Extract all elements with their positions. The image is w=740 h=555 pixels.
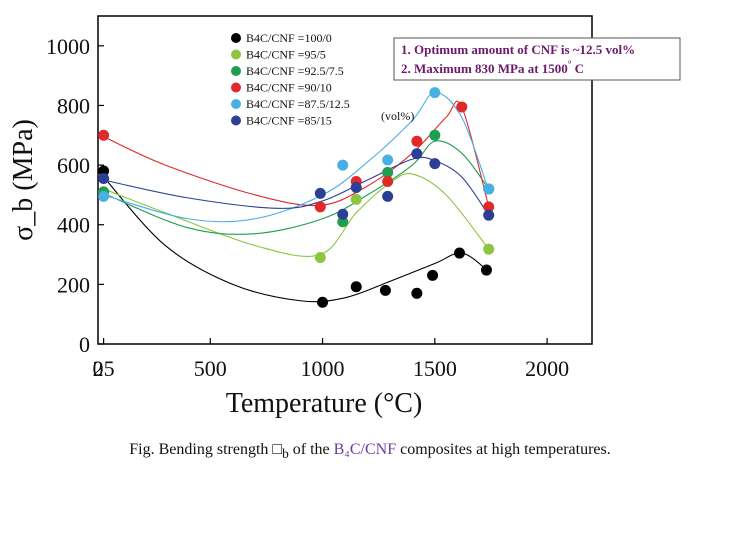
- caption-of-the: of the: [288, 441, 334, 458]
- data-point: [411, 135, 423, 147]
- note-line-2-unit: C: [571, 61, 584, 76]
- fit-curve: [103, 140, 490, 235]
- y-tick-label: 1000: [46, 34, 90, 59]
- x-axis-title: Temperature (°C): [226, 388, 423, 419]
- legend-marker: [231, 82, 241, 93]
- data-point: [337, 159, 349, 171]
- note-line-2: 2. Maximum 830 MPa at 1500° C: [401, 59, 584, 76]
- note-line-2-main: 2. Maximum 830 MPa at 1500: [401, 61, 568, 76]
- x-tick-label: 1000: [301, 356, 345, 381]
- x-tick-label: 0: [93, 356, 104, 381]
- data-point: [429, 87, 441, 99]
- x-tick-label: 500: [194, 356, 227, 381]
- x-axis-ticks: 025 500 1000 1500 2000: [93, 338, 569, 381]
- data-point: [483, 183, 495, 195]
- legend-marker: [231, 66, 241, 76]
- data-point: [317, 296, 329, 308]
- data-points: [98, 87, 495, 308]
- caption-subscript: b: [282, 446, 289, 462]
- data-point: [411, 148, 423, 160]
- y-axis-ticks: 0 200 400 600 800 1000: [46, 34, 104, 357]
- data-point: [483, 201, 495, 213]
- data-point: [456, 101, 468, 113]
- x-tick-label: 1500: [413, 356, 457, 381]
- caption-material: B₄C/CNF: [333, 441, 397, 458]
- data-point: [454, 247, 466, 259]
- data-point: [411, 287, 423, 299]
- data-point: [382, 175, 394, 187]
- legend-marker: [231, 33, 241, 43]
- caption-suffix: composites at high temperatures.: [396, 441, 611, 458]
- y-tick-label: 800: [57, 93, 90, 118]
- data-point: [98, 173, 110, 185]
- fit-curve: [103, 176, 487, 303]
- legend-label: B4C/CNF =95/5: [246, 48, 326, 62]
- data-point: [480, 264, 492, 276]
- legend-marker: [231, 115, 241, 126]
- data-point: [382, 167, 394, 179]
- data-point: [350, 281, 362, 293]
- data-point: [314, 201, 326, 213]
- data-point: [98, 190, 110, 202]
- data-point: [382, 190, 394, 202]
- unit-note: (vol%): [381, 109, 414, 123]
- data-point: [483, 243, 495, 255]
- y-tick-label: 0: [79, 332, 90, 357]
- caption-prefix: Fig. Bending strength: [129, 441, 273, 458]
- legend-marker: [231, 49, 241, 60]
- data-point: [350, 193, 362, 205]
- x-tick-label: 25: [93, 356, 115, 381]
- legend-label: B4C/CNF =85/15: [246, 114, 332, 128]
- data-point: [379, 284, 391, 296]
- fit-curve: [103, 156, 490, 216]
- data-point: [350, 181, 362, 193]
- plot-frame: [97, 15, 593, 345]
- y-tick-label: 600: [57, 153, 90, 178]
- fit-curve: [103, 92, 490, 223]
- y-tick-label: 200: [57, 272, 90, 297]
- data-point: [483, 209, 495, 221]
- data-point: [382, 154, 394, 166]
- data-point: [429, 129, 441, 141]
- legend: B4C/CNF =100/0 B4C/CNF =95/5 B4C/CNF =92.5…: [231, 31, 350, 128]
- legend-label: B4C/CNF =87.5/12.5: [246, 97, 350, 111]
- data-point: [314, 252, 326, 264]
- fit-curve: [103, 173, 490, 257]
- note-line-1: 1. Optimum amount of CNF is ~12.5 vol%: [401, 42, 635, 57]
- data-point: [427, 269, 439, 281]
- note-line-2-degree: °: [568, 59, 572, 69]
- legend-label: B4C/CNF =92.5/7.5: [246, 64, 344, 78]
- figure-caption: Fig. Bending strength □b of the B₄C/CNF …: [0, 441, 740, 462]
- data-point: [337, 208, 349, 220]
- legend-label: B4C/CNF =90/10: [246, 81, 332, 95]
- notes-box: [393, 37, 681, 81]
- data-point: [429, 158, 441, 170]
- data-point: [314, 187, 326, 199]
- data-point: [98, 129, 110, 141]
- legend-marker: [231, 99, 241, 109]
- caption-symbol: □: [272, 441, 283, 458]
- y-axis-title: σ_b (MPa): [8, 119, 39, 241]
- legend-label: B4C/CNF =100/0: [246, 31, 332, 45]
- x-tick-label: 2000: [525, 356, 569, 381]
- y-tick-label: 400: [57, 213, 90, 238]
